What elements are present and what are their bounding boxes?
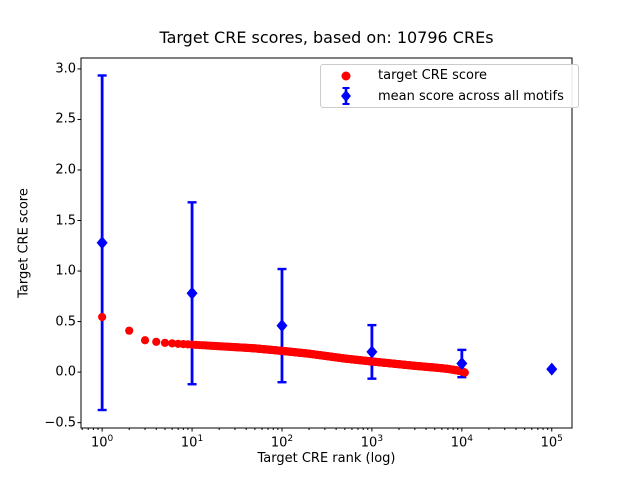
legend: target CRE score mean score across all m…	[320, 64, 579, 108]
mean-score-series	[96, 236, 558, 376]
x-tick-label: 102	[270, 434, 294, 451]
y-tick-label: 1.0	[55, 263, 76, 279]
y-tick-label: 3.0	[55, 61, 76, 77]
red-scatter-point	[460, 368, 469, 377]
red-circle-marker-icon	[341, 71, 351, 81]
x-tick-label: 105	[540, 434, 563, 451]
y-tick-label: 0.5	[55, 314, 76, 330]
blue-diamond-errorbar-marker-icon	[341, 87, 351, 106]
y-tick-label: 2.0	[55, 162, 76, 178]
red-scatter-point	[168, 339, 177, 348]
blue-diamond-point	[366, 345, 378, 359]
legend-label: mean score across all motifs	[378, 88, 564, 104]
y-tick-label: 1.5	[55, 213, 76, 228]
x-tick-label: 100	[90, 434, 114, 451]
red-scatter-point	[140, 336, 150, 345]
axis-ticks	[77, 68, 553, 432]
legend-label: target CRE score	[378, 68, 488, 84]
blue-diamond-point	[456, 357, 468, 371]
legend-item-mean-score: mean score across all motifs	[321, 86, 578, 106]
red-scatter-point	[125, 326, 134, 335]
y-tick-label: 2.5	[55, 111, 76, 127]
red-scatter-point	[160, 338, 170, 347]
blue-diamond-point	[546, 362, 558, 376]
mean-score-errorbars	[97, 74, 467, 412]
legend-item-target-cre-score: target CRE score	[321, 66, 578, 86]
blue-diamond-point	[96, 236, 108, 250]
y-tick-label: −0.5	[44, 415, 76, 431]
x-axis-label: Target CRE rank (log)	[257, 451, 396, 466]
axes-frame	[80, 57, 573, 429]
blue-diamond-point	[276, 319, 288, 333]
x-tick-label: 101	[180, 434, 204, 451]
target-cre-score-series	[98, 312, 469, 377]
chart-title: Target CRE scores, based on: 10796 CREs	[159, 28, 494, 47]
blue-diamond-point	[186, 286, 198, 300]
red-scatter-point	[152, 337, 161, 346]
x-tick-label: 104	[450, 434, 473, 451]
x-tick-label: 103	[360, 434, 384, 451]
y-tick-label: 0.0	[55, 364, 76, 380]
red-scatter-point	[98, 312, 107, 322]
